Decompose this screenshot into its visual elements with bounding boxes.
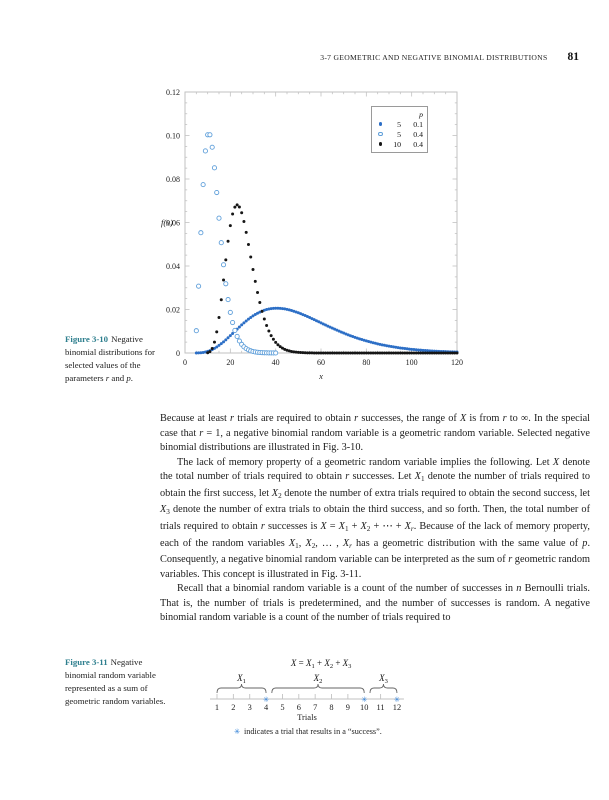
brace-label: X2	[313, 673, 323, 685]
x-tick-label: 60	[317, 358, 325, 367]
success-marker-icon: ✳	[263, 695, 269, 704]
trial-number: 3	[248, 703, 252, 712]
trial-number: 12	[393, 703, 401, 712]
note-success-icon: ✳	[234, 727, 240, 736]
page-number: 81	[567, 51, 580, 63]
legend-r-value: 10	[393, 139, 401, 149]
trial-number: 5	[280, 703, 284, 712]
y-tick-label: 0.12	[166, 88, 180, 97]
trial-number: 1	[215, 703, 219, 712]
x-tick-label: 120	[451, 358, 463, 367]
y-tick-label: 0.02	[166, 305, 180, 314]
figure-3-11-caption: Figure 3-11 Negative binomial random vari…	[65, 656, 167, 708]
figure-3-10-label: Figure 3-10	[65, 334, 109, 344]
figure-3-11-diagram: 1 2 3 ✳ 4 5 6 7 8 9 ✳ 10 11 ✳ 12 Trials X1 X2 X3 X = X1 + X…	[210, 652, 510, 757]
brace	[216, 683, 267, 694]
x-tick-label: 0	[183, 358, 187, 367]
section-title: 3-7 GEOMETRIC AND NEGATIVE BINOMIAL DIST…	[320, 53, 548, 62]
legend-marker-filled-black-dot-icon	[375, 142, 386, 146]
y-axis-label: f(x)	[161, 218, 173, 228]
paragraph-1: Because at least r trials are required t…	[160, 413, 591, 453]
trial-number: 7	[313, 703, 317, 712]
y-tick-label: 0.06	[166, 218, 180, 227]
legend-header-row: p	[375, 109, 423, 119]
x-tick-label: 20	[226, 358, 234, 367]
figure-3-11-caption-text: Negative binomial random variable repres…	[65, 657, 166, 706]
series-r5-p04	[193, 132, 279, 356]
brace	[271, 683, 365, 694]
legend-row: 5 0.4	[375, 129, 423, 139]
legend-row: 10 0.4	[375, 139, 423, 149]
brace	[369, 683, 398, 694]
y-tick-label: 0.08	[166, 175, 180, 184]
x-axis-label: x	[318, 371, 323, 381]
legend-p-value: 0.4	[413, 129, 423, 139]
y-tick-label: 0.04	[166, 262, 180, 271]
figure-3-10-caption-text: Negative binomial distributions for sele…	[65, 334, 155, 383]
y-tick-label: 0	[176, 349, 180, 358]
x-tick-label: 80	[362, 358, 370, 367]
x-tick-label: 100	[406, 358, 418, 367]
x-tick-label: 40	[272, 358, 280, 367]
trial-number: 4	[264, 703, 269, 712]
legend-marker-filled-blue-dot-icon	[375, 122, 386, 126]
figure-3-11-label: Figure 3-11	[65, 657, 108, 667]
body-text: Because at least r trials are required t…	[160, 412, 590, 626]
figure-3-10-chart: 0 20 40 60 80 100 120 0 0.02 0.04 0.06 0.08 0.10 0.12…	[140, 85, 485, 390]
note-text: indicates a trial that results in a “suc…	[244, 727, 382, 736]
paragraph-2: The lack of memory property of a geometr…	[160, 456, 591, 580]
brace-label: X1	[236, 673, 246, 685]
trial-number: 2	[231, 703, 235, 712]
legend-header-p: p	[419, 109, 423, 119]
legend-p-value: 0.4	[413, 139, 423, 149]
trial-number: 8	[329, 703, 333, 712]
legend-row: 5 0.1	[375, 119, 423, 129]
y-tick-label: 0.10	[166, 131, 180, 140]
paragraph-3: Recall that a binomial random variable i…	[160, 583, 590, 624]
success-marker-icon: ✳	[361, 695, 367, 704]
legend-p-value: 0.1	[413, 119, 423, 129]
legend-r-value: 5	[397, 129, 401, 139]
trial-number: 6	[297, 703, 301, 712]
trial-number: 9	[346, 703, 350, 712]
legend-r-value: 5	[397, 119, 401, 129]
trial-number: 11	[377, 703, 385, 712]
running-head: 3-7 GEOMETRIC AND NEGATIVE BINOMIAL DIST…	[320, 51, 579, 63]
trial-number: 10	[360, 703, 368, 712]
legend-marker-open-blue-circle-icon	[375, 131, 386, 137]
negative-binomial-scatter-plot: 0 20 40 60 80 100 120 0 0.02 0.04 0.06 0.08 0.10 0.12…	[161, 88, 463, 381]
chart-legend: p 5 0.1 5 0.4 10 0.4	[371, 106, 428, 153]
series-r10-p04	[206, 203, 459, 355]
diagram-formula: X = X1 + X2 + X3	[290, 658, 351, 670]
figure-3-10-caption: Figure 3-10 Negative binomial distributio…	[65, 333, 173, 385]
success-marker-icon: ✳	[394, 695, 400, 704]
trials-axis-label: Trials	[297, 712, 317, 722]
brace-label: X3	[378, 673, 388, 685]
